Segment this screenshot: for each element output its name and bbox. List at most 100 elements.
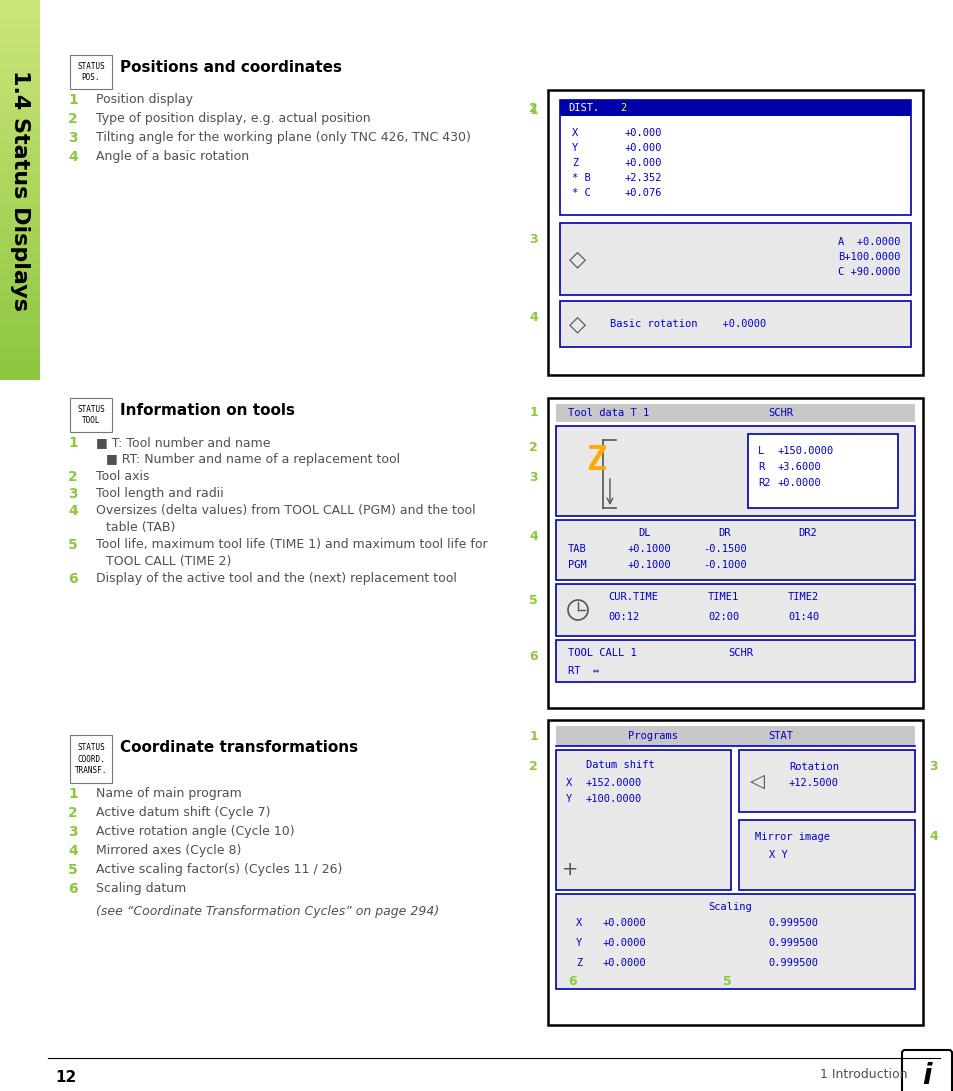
Text: (see “Coordinate Transformation Cycles” on page 294): (see “Coordinate Transformation Cycles” … xyxy=(96,906,438,918)
Text: X: X xyxy=(576,918,581,928)
Bar xyxy=(556,640,914,682)
Text: * C: * C xyxy=(572,188,590,197)
Text: 3: 3 xyxy=(69,131,78,145)
Text: Mirror image: Mirror image xyxy=(754,832,829,842)
Text: 2: 2 xyxy=(69,112,78,125)
Text: TIME1: TIME1 xyxy=(707,592,739,602)
Bar xyxy=(556,750,730,890)
Text: Z: Z xyxy=(585,444,605,477)
Text: Coordinate transformations: Coordinate transformations xyxy=(120,740,357,755)
Bar xyxy=(559,100,910,215)
Text: X: X xyxy=(565,778,572,788)
Bar xyxy=(556,520,914,580)
Text: +0.000: +0.000 xyxy=(624,128,661,137)
Text: Mirrored axes (Cycle 8): Mirrored axes (Cycle 8) xyxy=(96,844,241,858)
Text: R: R xyxy=(758,461,763,472)
Text: 4: 4 xyxy=(529,530,537,543)
Text: Type of position display, e.g. actual position: Type of position display, e.g. actual po… xyxy=(96,112,370,125)
Text: Tool length and radii: Tool length and radii xyxy=(96,487,224,500)
Text: +0.000: +0.000 xyxy=(624,158,661,168)
Text: 1: 1 xyxy=(529,407,537,420)
Text: R2: R2 xyxy=(758,478,770,488)
Text: +0.1000: +0.1000 xyxy=(627,544,671,554)
Text: 4: 4 xyxy=(529,311,537,324)
Text: 1: 1 xyxy=(529,730,537,743)
Text: 2: 2 xyxy=(529,441,537,454)
Text: DL: DL xyxy=(638,528,650,538)
Text: A  +0.0000: A +0.0000 xyxy=(838,237,900,247)
Text: CUR.TIME: CUR.TIME xyxy=(607,592,658,602)
Bar xyxy=(747,434,897,508)
Text: +0.0000: +0.0000 xyxy=(602,918,646,928)
Text: X Y: X Y xyxy=(768,850,787,860)
Text: TOOL CALL (TIME 2): TOOL CALL (TIME 2) xyxy=(106,555,232,568)
Text: X: X xyxy=(572,128,578,137)
Text: 5: 5 xyxy=(529,594,537,607)
Text: i: i xyxy=(922,1062,931,1090)
Text: STATUS
POS.: STATUS POS. xyxy=(77,62,105,82)
Bar xyxy=(559,100,910,116)
Text: +0.0000: +0.0000 xyxy=(778,478,821,488)
Bar xyxy=(556,584,914,636)
Text: 1.4 Status Displays: 1.4 Status Displays xyxy=(10,70,30,311)
Text: Rotation: Rotation xyxy=(788,762,838,772)
Text: Active rotation angle (Cycle 10): Active rotation angle (Cycle 10) xyxy=(96,825,294,838)
Text: table (TAB): table (TAB) xyxy=(106,521,175,533)
Text: +150.0000: +150.0000 xyxy=(778,446,833,456)
Text: Y: Y xyxy=(572,143,578,153)
Text: ■ RT: Number and name of a replacement tool: ■ RT: Number and name of a replacement t… xyxy=(106,453,399,466)
Text: 2: 2 xyxy=(619,103,625,113)
Text: +0.076: +0.076 xyxy=(624,188,661,197)
Bar xyxy=(559,301,910,347)
Text: Position display: Position display xyxy=(96,93,193,106)
Bar xyxy=(547,89,923,375)
Text: +3.6000: +3.6000 xyxy=(778,461,821,472)
Text: Z: Z xyxy=(576,958,581,968)
Bar xyxy=(559,223,910,295)
Bar xyxy=(547,398,923,708)
Text: Name of main program: Name of main program xyxy=(96,787,241,800)
Text: 0.999500: 0.999500 xyxy=(767,938,817,948)
Text: 5: 5 xyxy=(69,863,78,877)
Text: 1 Introduction: 1 Introduction xyxy=(820,1068,906,1081)
Bar xyxy=(739,750,914,812)
Text: 4: 4 xyxy=(69,504,78,518)
Text: SCHR: SCHR xyxy=(727,648,752,658)
Text: TOOL CALL 1: TOOL CALL 1 xyxy=(567,648,636,658)
Text: Z: Z xyxy=(572,158,578,168)
Text: 3: 3 xyxy=(928,760,937,774)
Text: 02:00: 02:00 xyxy=(707,612,739,622)
Text: 4: 4 xyxy=(69,844,78,858)
Text: ◇: ◇ xyxy=(569,249,586,269)
Text: B+100.0000: B+100.0000 xyxy=(838,252,900,262)
Text: Positions and coordinates: Positions and coordinates xyxy=(120,60,341,75)
Text: Programs: Programs xyxy=(627,731,678,741)
Bar xyxy=(70,55,112,89)
Text: -0.1000: -0.1000 xyxy=(702,560,746,570)
Text: 3: 3 xyxy=(529,471,537,484)
Text: Scaling datum: Scaling datum xyxy=(96,882,186,895)
Text: 3: 3 xyxy=(69,487,78,501)
Text: +: + xyxy=(561,860,578,879)
Text: 0.999500: 0.999500 xyxy=(767,958,817,968)
Text: PGM: PGM xyxy=(567,560,586,570)
Text: STATUS
COORD.
TRANSF.: STATUS COORD. TRANSF. xyxy=(74,743,107,775)
Text: DR: DR xyxy=(718,528,730,538)
Text: 00:12: 00:12 xyxy=(607,612,639,622)
Text: ■ T: Tool number and name: ■ T: Tool number and name xyxy=(96,436,271,449)
Text: 6: 6 xyxy=(529,650,537,663)
Text: 01:40: 01:40 xyxy=(787,612,819,622)
Text: -0.1500: -0.1500 xyxy=(702,544,746,554)
Text: TAB: TAB xyxy=(567,544,586,554)
Text: Datum shift: Datum shift xyxy=(585,760,654,770)
Text: L: L xyxy=(758,446,763,456)
Text: ◁: ◁ xyxy=(749,771,763,791)
Text: 4: 4 xyxy=(928,830,937,843)
Bar xyxy=(70,398,112,432)
Bar xyxy=(556,726,914,746)
Text: STAT: STAT xyxy=(767,731,792,741)
Text: 12: 12 xyxy=(55,1070,76,1086)
Text: Active scaling factor(s) (Cycles 11 / 26): Active scaling factor(s) (Cycles 11 / 26… xyxy=(96,863,342,876)
Bar xyxy=(556,894,914,990)
Text: * B: * B xyxy=(572,173,590,183)
